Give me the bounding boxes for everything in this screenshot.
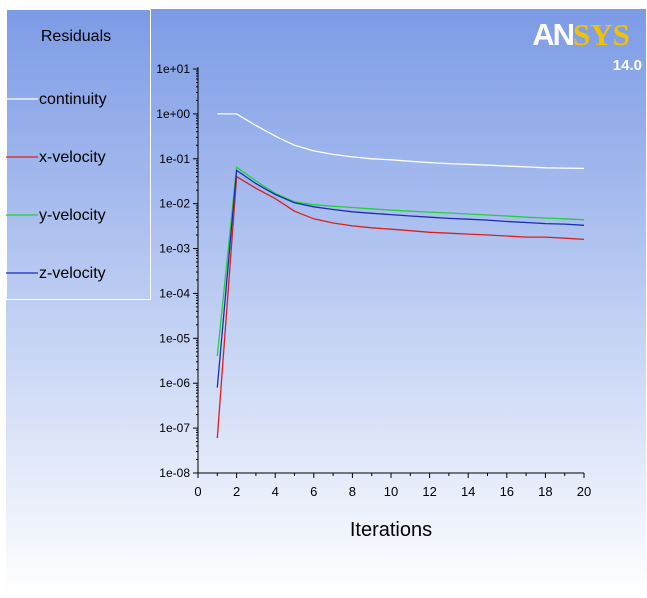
x-tick-label: 2 (233, 484, 240, 499)
y-tick-label: 1e-03 (159, 242, 190, 256)
y-tick-label: 1e-06 (159, 376, 190, 390)
y-tick-label: 1e-07 (159, 421, 190, 435)
version-label: 14.0 (613, 57, 642, 74)
series-line-continuity (217, 113, 585, 170)
series-line-y-velocity (216, 166, 585, 357)
x-tick-label: 8 (349, 484, 356, 499)
series-lines (216, 113, 585, 439)
y-tick-label: 1e-08 (159, 466, 190, 480)
x-tick-label: 20 (577, 484, 591, 499)
x-tick-label: 6 (310, 484, 317, 499)
x-tick-label: 0 (194, 484, 201, 499)
y-tick-label: 1e-02 (159, 197, 190, 211)
y-tick-label: 1e-05 (159, 331, 190, 345)
legend-label-y-velocity: y-velocity (39, 207, 106, 224)
legend: Residuals continuity x-velocity y-velocity… (6, 9, 151, 300)
x-tick-label: 18 (538, 484, 552, 499)
series-line-z-velocity (216, 169, 585, 388)
logo-text-an: AN (532, 17, 573, 52)
x-tick-label: 14 (461, 484, 475, 499)
plot-canvas: Residuals continuity x-velocity y-velocity… (6, 9, 646, 595)
x-tick-label: 10 (384, 484, 398, 499)
y-tick-label: 1e-01 (159, 152, 190, 166)
x-tick-label: 4 (272, 484, 279, 499)
legend-label-z-velocity: z-velocity (39, 265, 106, 282)
ansys-logo: AN SYS 14.0 (532, 17, 642, 74)
legend-title: Residuals (41, 28, 111, 45)
legend-label-continuity: continuity (39, 91, 107, 108)
legend-border (6, 9, 151, 300)
y-tick-label: 1e-04 (159, 286, 190, 300)
plot-background (6, 9, 646, 595)
logo-text-sys: SYS (573, 17, 630, 52)
x-axis-label: Iterations (350, 519, 432, 541)
series-line-x-velocity (216, 175, 585, 439)
axes: 1e+01 1e+00 1e-01 1e-02 1e-03 1e-04 1e-05 1e-06… (156, 62, 591, 499)
residuals-plot-window: Residuals continuity x-velocity y-velocity… (6, 9, 646, 595)
y-tick-label: 1e+01 (156, 62, 190, 76)
legend-label-x-velocity: x-velocity (39, 149, 106, 166)
y-tick-label: 1e+00 (156, 107, 190, 121)
x-tick-label: 12 (422, 484, 436, 499)
x-tick-label: 16 (500, 484, 514, 499)
